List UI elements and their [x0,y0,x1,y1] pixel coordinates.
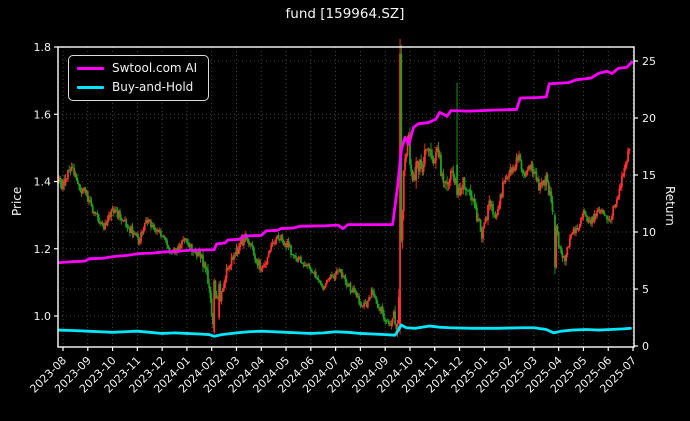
chart-title: fund [159964.SZ] [285,6,405,22]
legend-item-ai: Swtool.com AI [77,61,197,75]
axes-spines [57,46,635,348]
tick-marks [54,46,638,351]
return-tick-label: 15 [642,169,656,182]
return-tick-label: 5 [642,283,649,296]
price-tick-label: 1.4 [34,176,52,189]
legend-item-bh: Buy-and-Hold [77,80,197,94]
price-tick-label: 1.0 [34,310,52,323]
price-tick-label: 1.2 [34,243,52,256]
legend-swatch-bh-line-icon [77,85,104,89]
return-tick-label: 20 [642,112,656,125]
return-tick-label: 25 [642,55,656,68]
y-axis-label-price: Price [10,186,24,216]
legend: Swtool.com AI Buy-and-Hold [68,55,210,101]
legend-label-ai: Swtool.com AI [112,61,198,75]
legend-swatch-ai-line-icon [77,66,104,70]
ai-strategy-line [58,60,634,265]
y-axis-label-return: Return [663,186,677,226]
price-tick-label: 1.6 [34,108,52,121]
buy-and-hold-line [58,323,632,338]
return-tick-label: 10 [642,226,656,239]
legend-label-bh: Buy-and-Hold [112,80,194,94]
return-tick-label: 0 [642,340,649,353]
price-tick-label: 1.8 [34,41,52,54]
